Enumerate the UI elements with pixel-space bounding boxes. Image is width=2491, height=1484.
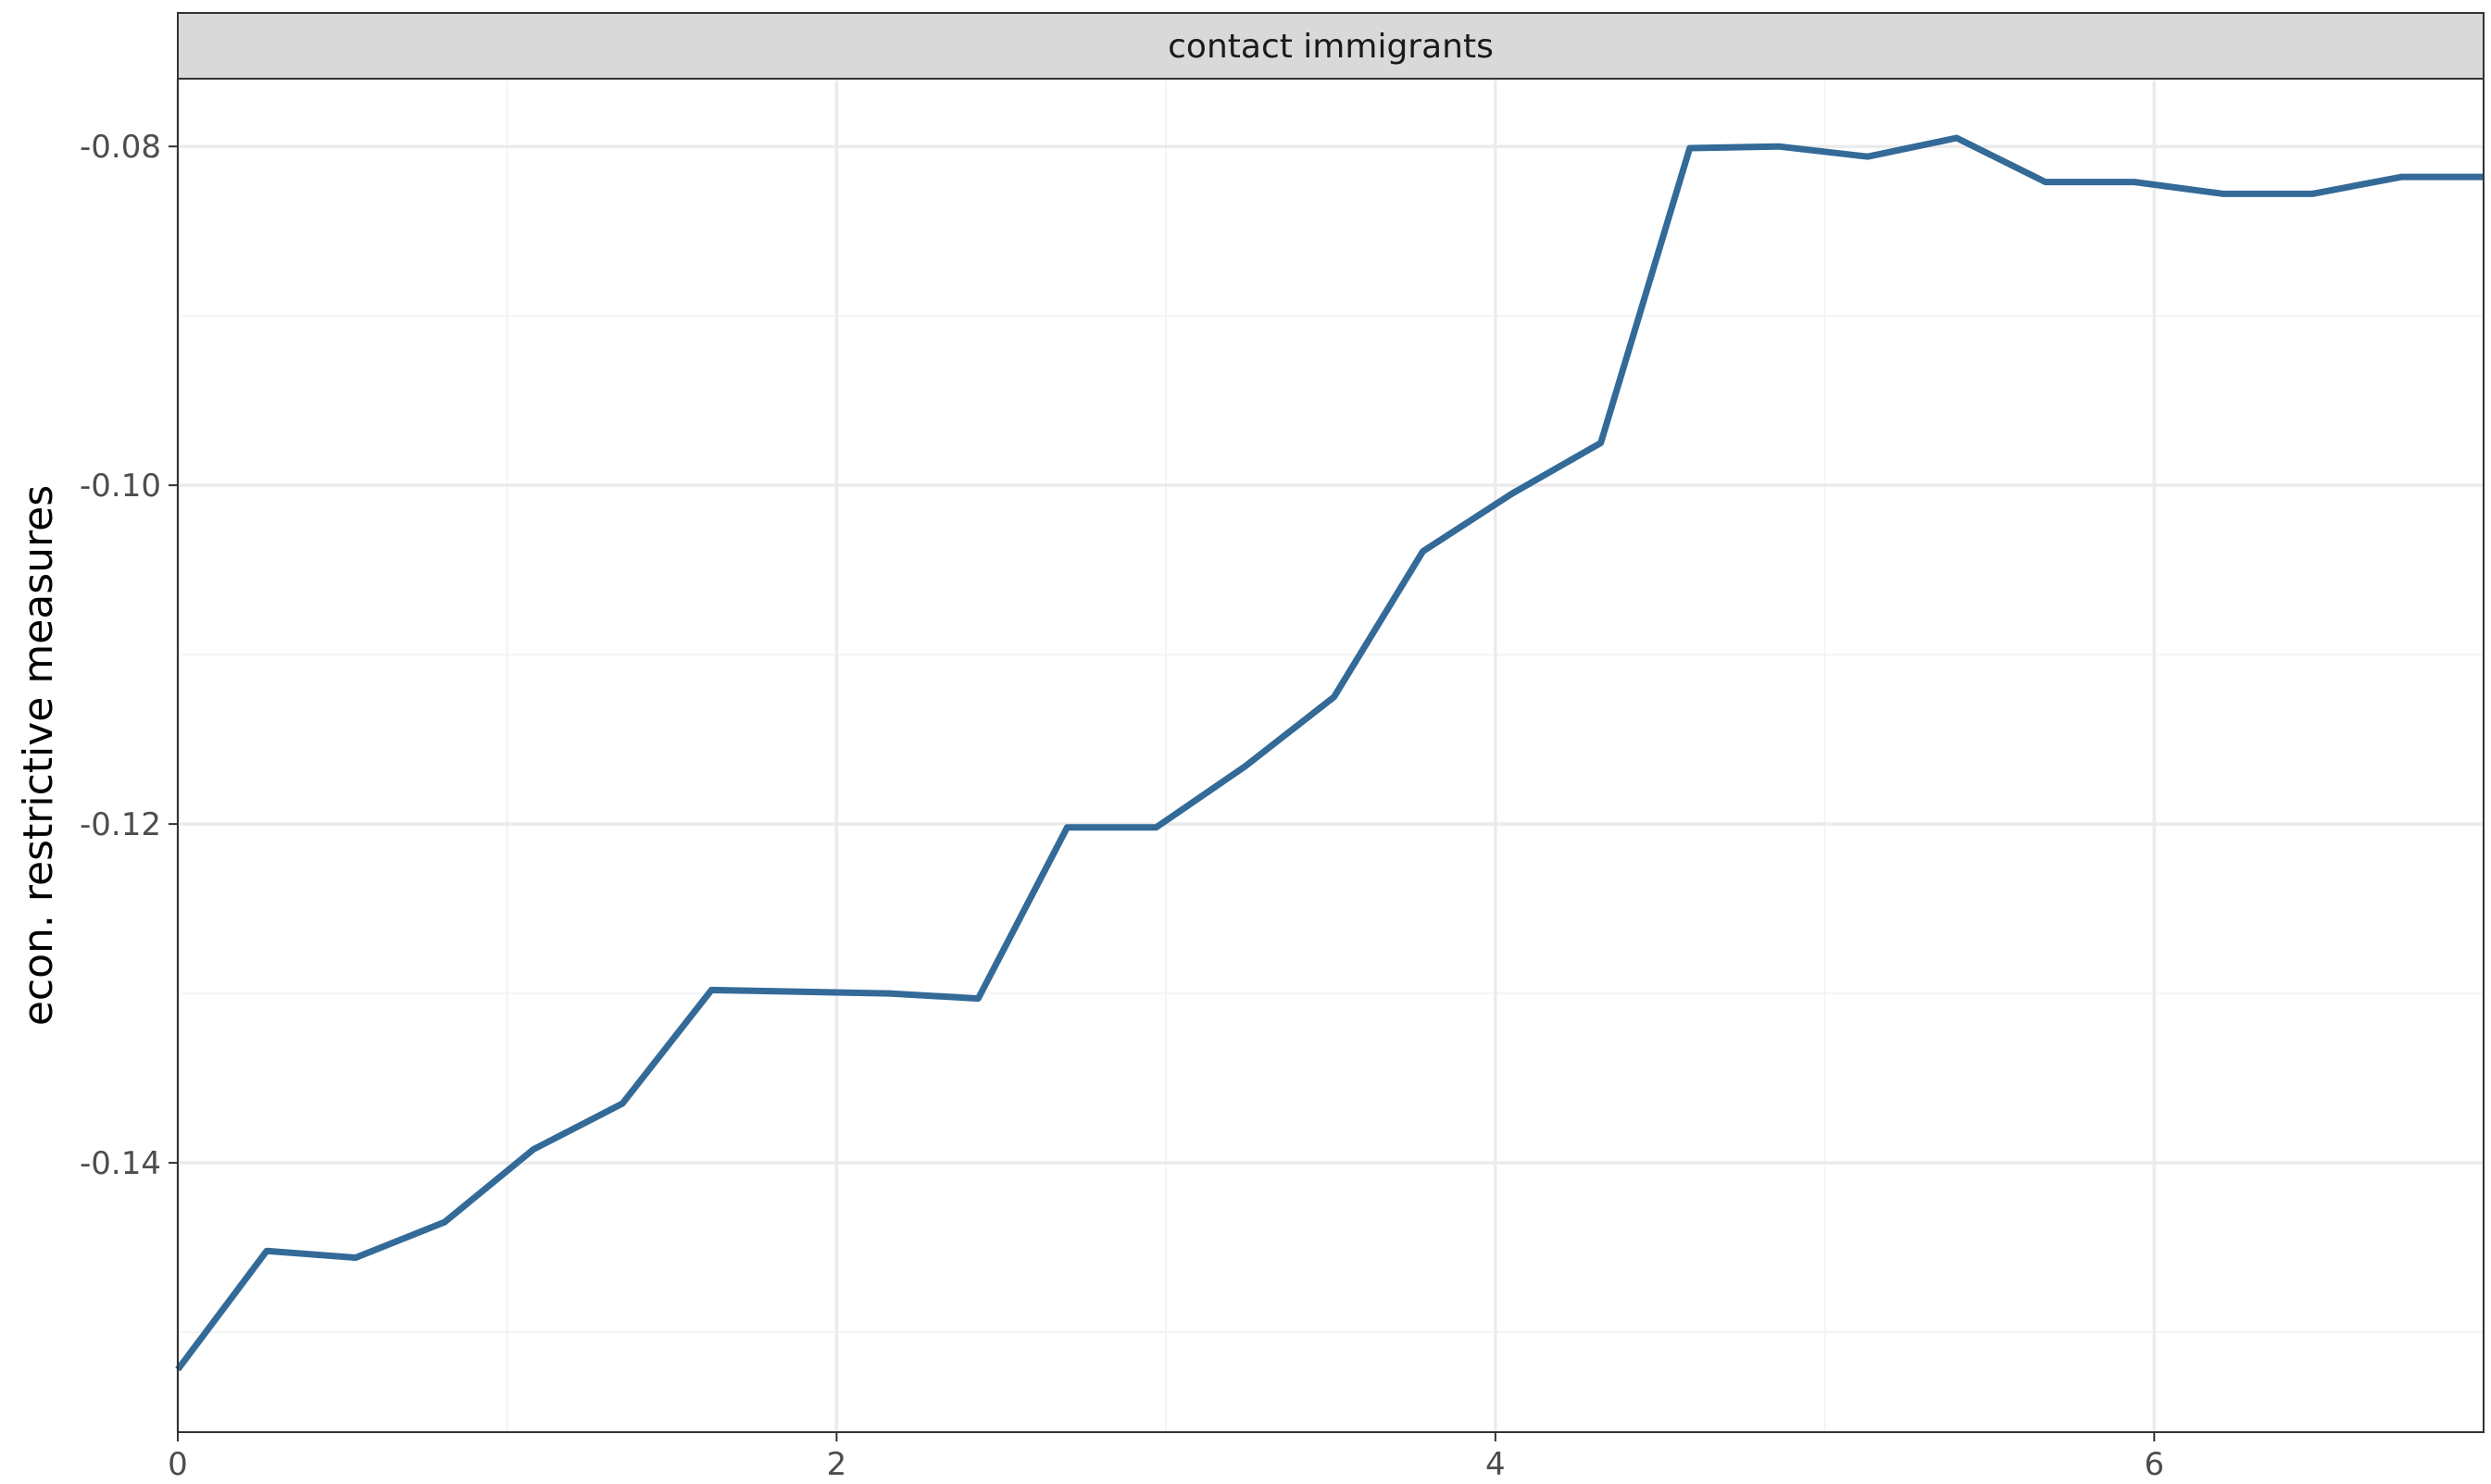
- y-axis: -0.14 -0.12 -0.10 -0.08: [80, 129, 178, 1182]
- major-gridlines: [176, 79, 2484, 1432]
- y-tick-label: -0.08: [80, 129, 161, 166]
- minor-gridlines: [178, 79, 2484, 1432]
- plot-panel-border: [177, 78, 2485, 1433]
- y-tick-label: -0.12: [80, 806, 161, 843]
- series-line-0: [175, 134, 2484, 1372]
- x-axis: 0 2 4 6: [168, 1432, 2164, 1483]
- x-tick-label: 2: [827, 1446, 847, 1483]
- x-tick-label: 4: [1485, 1446, 1506, 1483]
- x-tick-label: 0: [168, 1446, 188, 1483]
- x-tick-label: 6: [2144, 1446, 2164, 1483]
- facet-strip: [177, 12, 2485, 80]
- y-tick-label: -0.10: [80, 468, 161, 505]
- y-tick-label: -0.14: [80, 1145, 161, 1182]
- facet-label: contact immigrants: [1168, 28, 1494, 66]
- y-axis-title: econ. restrictive measures: [15, 485, 62, 1026]
- series-layer: [175, 134, 2484, 1372]
